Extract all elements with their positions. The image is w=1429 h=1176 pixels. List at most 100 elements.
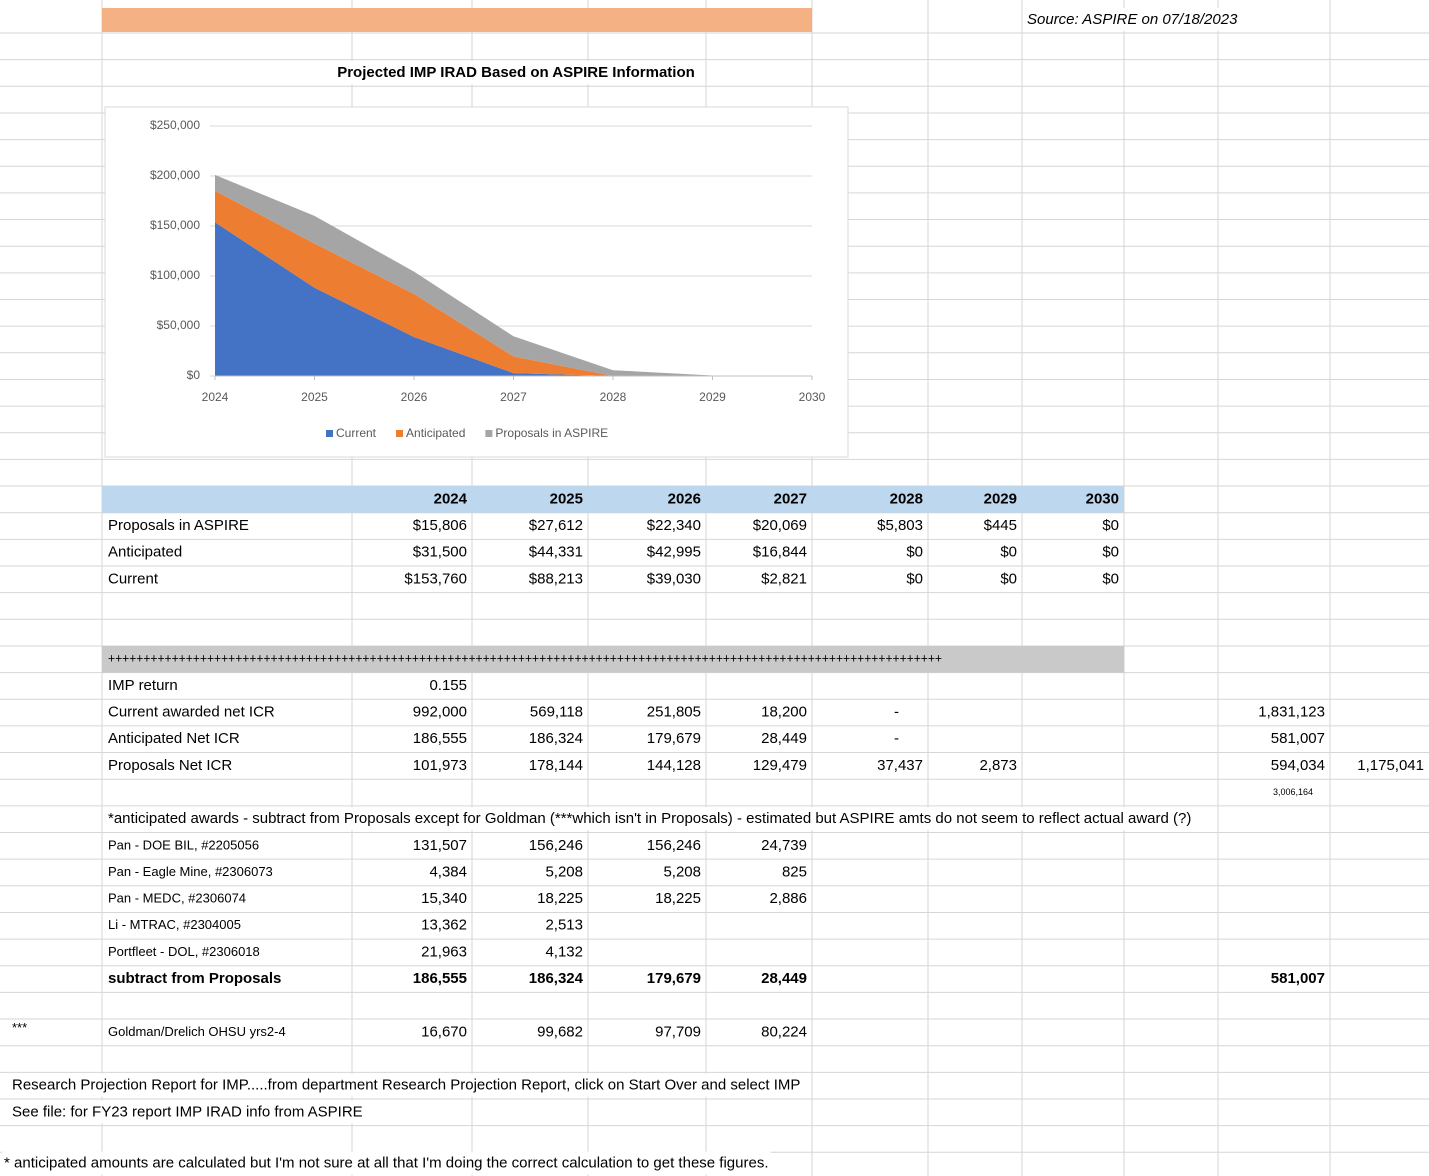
cell: -	[894, 730, 899, 747]
footer-line: See file: for FY23 report IMP IRAD info …	[12, 1103, 363, 1120]
y-tick-label: $50,000	[157, 318, 201, 332]
cell: 178,144	[529, 757, 583, 774]
x-tick-label: 2026	[401, 390, 428, 404]
cell: 4,132	[545, 943, 583, 960]
cell: 28,449	[761, 970, 807, 987]
cell: $27,612	[529, 517, 583, 534]
cell: 0.155	[429, 677, 467, 694]
cell: 186,555	[413, 730, 467, 747]
year-header: 2025	[550, 490, 583, 507]
cell: 5,208	[545, 863, 583, 880]
x-tick-label: 2024	[202, 390, 229, 404]
cell: 97,709	[655, 1023, 701, 1040]
legend-swatch	[396, 430, 404, 437]
x-tick-label: 2027	[500, 390, 527, 404]
footer-line: * anticipated amounts are calculated but…	[4, 1155, 769, 1172]
cell: $39,030	[647, 570, 701, 587]
cell: $0	[906, 570, 923, 587]
cell: 18,200	[761, 704, 807, 721]
row-label: Proposals in ASPIRE	[108, 517, 249, 534]
cell: $31,500	[413, 544, 467, 561]
year-header: 2024	[434, 490, 468, 507]
legend-label: Anticipated	[406, 426, 465, 440]
cell: $0	[1000, 544, 1017, 561]
cell: 28,449	[761, 730, 807, 747]
legend-swatch	[485, 430, 493, 437]
cell: 18,225	[655, 890, 701, 907]
row-label: Proposals Net ICR	[108, 757, 232, 774]
chart-title: Projected IMP IRAD Based on ASPIRE Infor…	[337, 64, 695, 81]
y-tick-label: $0	[187, 368, 201, 382]
cell: 99,682	[537, 1023, 583, 1040]
area-series	[215, 190, 812, 376]
cell: 2,886	[769, 890, 807, 907]
cell: 21,963	[421, 943, 467, 960]
year-header-fill	[102, 486, 1124, 513]
cell: $42,995	[647, 544, 701, 561]
cell: $0	[1000, 570, 1017, 587]
row-label: Current	[108, 570, 159, 587]
cell: 581,007	[1271, 970, 1325, 987]
legend-swatch	[326, 430, 333, 437]
year-header: 2027	[774, 490, 807, 507]
cell: 156,246	[529, 837, 583, 854]
cell: 992,000	[413, 704, 467, 721]
row-label: Anticipated	[108, 544, 182, 561]
cell: 179,679	[647, 730, 701, 747]
cell: 101,973	[413, 757, 467, 774]
year-header: 2030	[1086, 490, 1119, 507]
separator-fill	[102, 645, 1124, 673]
row-label: Goldman/Drelich OHSU yrs2-4	[108, 1024, 286, 1039]
cell: 2,873	[979, 757, 1017, 774]
cell: $5,803	[877, 517, 923, 534]
row-label: Anticipated Net ICR	[108, 730, 240, 747]
cell: 13,362	[421, 917, 467, 934]
legend-label: Current	[336, 426, 377, 440]
cell-overflow	[10, 1073, 803, 1097]
y-tick-label: $150,000	[150, 218, 200, 232]
cell: $0	[1102, 570, 1119, 587]
cell: 37,437	[877, 757, 923, 774]
separator-text: ++++++++++++++++++++++++++++++++++++++++…	[108, 651, 942, 666]
cell: 186,324	[529, 970, 584, 987]
year-header: 2026	[668, 490, 701, 507]
cell: 4,384	[429, 863, 467, 880]
cell: 131,507	[413, 837, 467, 854]
cell: 144,128	[647, 757, 701, 774]
row-label: Portfleet - DOL, #2306018	[108, 944, 260, 959]
cell: $88,213	[529, 570, 583, 587]
cell: 186,324	[529, 730, 583, 747]
cell: 825	[782, 863, 807, 880]
note: *anticipated awards - subtract from Prop…	[108, 810, 1191, 827]
x-tick-label: 2030	[799, 390, 826, 404]
y-tick-label: $100,000	[150, 268, 200, 282]
cell: $0	[1102, 544, 1119, 561]
cell: 179,679	[647, 970, 701, 987]
row-label: Li - MTRAC, #2304005	[108, 917, 241, 932]
cell: $44,331	[529, 544, 583, 561]
cell: $22,340	[647, 517, 701, 534]
grand-total: 3,006,164	[1273, 787, 1313, 797]
cell: 186,555	[413, 970, 467, 987]
row-label: Current awarded net ICR	[108, 704, 275, 721]
cell: 1,831,123	[1258, 704, 1325, 721]
cell: 569,118	[530, 704, 583, 721]
row-label: Pan - DOE BIL, #2205056	[108, 837, 259, 852]
cell: $15,806	[413, 517, 467, 534]
cell: 16,670	[421, 1023, 467, 1040]
legend-label: Proposals in ASPIRE	[495, 426, 608, 440]
cell: $2,821	[761, 570, 807, 587]
cell-overflow	[2, 1151, 771, 1175]
y-tick-label: $250,000	[150, 118, 200, 132]
cell: 581,007	[1271, 730, 1325, 747]
year-header: 2029	[984, 490, 1017, 507]
y-tick-label: $200,000	[150, 168, 200, 182]
cell: 1,175,041	[1357, 757, 1424, 774]
cell-overflow	[1025, 7, 1241, 31]
footer-line: Research Projection Report for IMP.....f…	[12, 1077, 800, 1094]
marker: ***	[12, 1020, 27, 1035]
cell: 15,340	[421, 890, 467, 907]
x-tick-label: 2025	[301, 390, 328, 404]
cell: $445	[984, 517, 1017, 534]
